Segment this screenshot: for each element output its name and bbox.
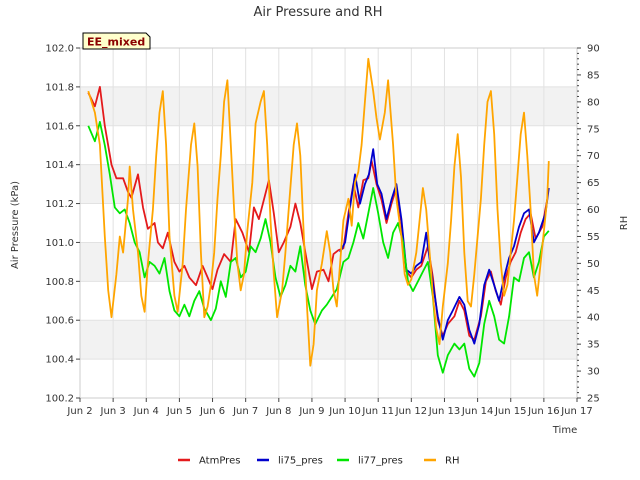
x-tick-label: Jun 17 <box>560 406 593 417</box>
y2-tick-label: 35 <box>587 340 600 351</box>
y-tick-label: 101.0 <box>45 238 74 249</box>
legend-label: li75_pres <box>278 456 323 467</box>
plot-band <box>80 86 577 126</box>
y2-axis-title: RH <box>619 216 630 230</box>
y2-tick-label: 85 <box>587 70 600 81</box>
series-line-li75-pres <box>339 148 550 345</box>
x-tick-label: Jun 11 <box>361 406 394 417</box>
x-tick-label: Jun 2 <box>66 406 92 417</box>
legend-label: RH <box>445 456 459 467</box>
x-axis-title: Time <box>552 425 577 436</box>
legend-label: AtmPres <box>199 456 240 467</box>
legend-label: li77_pres <box>358 456 403 467</box>
site-label: EE_mixed <box>87 36 145 49</box>
y2-tick-label: 75 <box>587 124 600 135</box>
y2-tick-label: 55 <box>587 232 600 243</box>
x-tick-label: Jun 9 <box>298 406 324 417</box>
x-tick-label: Jun 3 <box>100 406 126 417</box>
legend-item: AtmPres <box>178 456 240 467</box>
series-line-li77-pres <box>87 121 550 378</box>
site-label-background <box>82 32 151 50</box>
y-tick-label: 101.8 <box>45 82 74 93</box>
x-tick-label: Jun 13 <box>428 406 461 417</box>
y2-tick-label: 65 <box>587 178 600 189</box>
y2-tick-label: 80 <box>587 97 600 108</box>
y-tick-label: 100.6 <box>45 316 74 327</box>
y2-tick-label: 90 <box>587 44 600 55</box>
x-tick-label: Jun 4 <box>133 406 159 417</box>
legend-item: li77_pres <box>337 456 403 467</box>
x-tick-label: Jun 15 <box>494 406 527 417</box>
y-tick-label: 101.6 <box>45 121 74 132</box>
y2-tick-label: 70 <box>587 151 600 162</box>
y2-tick-label: 25 <box>587 394 600 405</box>
plot-band <box>80 320 577 360</box>
x-tick-label: Jun 6 <box>199 406 225 417</box>
series-layer <box>87 57 550 378</box>
y-tick-label: 101.4 <box>45 160 74 171</box>
x-tick-label: Jun 14 <box>461 406 494 417</box>
y-tick-label: 100.8 <box>45 277 74 288</box>
axes: 100.2 100.4 100.6 100.8 101.0 101.2 101.4 101.6… <box>45 44 599 418</box>
y-tick-label: 101.2 <box>45 199 74 210</box>
legend-item: li75_pres <box>257 456 323 467</box>
y-tick-label: 100.2 <box>45 394 74 405</box>
site-label-box: EE_mixed <box>82 32 151 50</box>
y-tick-label: 100.4 <box>45 355 74 366</box>
x-tick-label: Jun 8 <box>265 406 291 417</box>
plot-band <box>80 164 577 204</box>
x-tick-label: Jun 7 <box>232 406 258 417</box>
legend-item: RH <box>424 456 459 467</box>
x-tick-label: Jun 12 <box>395 406 428 417</box>
legend: AtmPres li75_pres li77_pres RH <box>178 456 459 467</box>
y2-tick-label: 30 <box>587 367 600 378</box>
y2-tick-label: 60 <box>587 205 600 216</box>
x-tick-label: Jun 10 <box>328 406 361 417</box>
plot-frame <box>79 47 578 399</box>
y-axis-title: Air Pressure (kPa) <box>10 181 21 269</box>
y2-tick-label: 50 <box>587 259 600 270</box>
series-line-rh <box>87 57 550 367</box>
y2-tick-label: 40 <box>587 313 600 324</box>
y2-tick-label: 45 <box>587 286 600 297</box>
x-tick-label: Jun 5 <box>166 406 192 417</box>
y-tick-label: 102.0 <box>45 44 74 55</box>
x-tick-label: Jun 16 <box>527 406 560 417</box>
chart-title: Air Pressure and RH <box>253 5 382 20</box>
